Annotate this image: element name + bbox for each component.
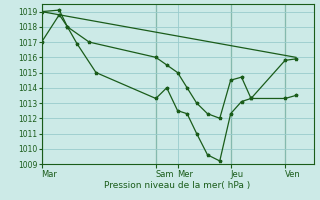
X-axis label: Pression niveau de la mer( hPa ): Pression niveau de la mer( hPa ) bbox=[104, 181, 251, 190]
